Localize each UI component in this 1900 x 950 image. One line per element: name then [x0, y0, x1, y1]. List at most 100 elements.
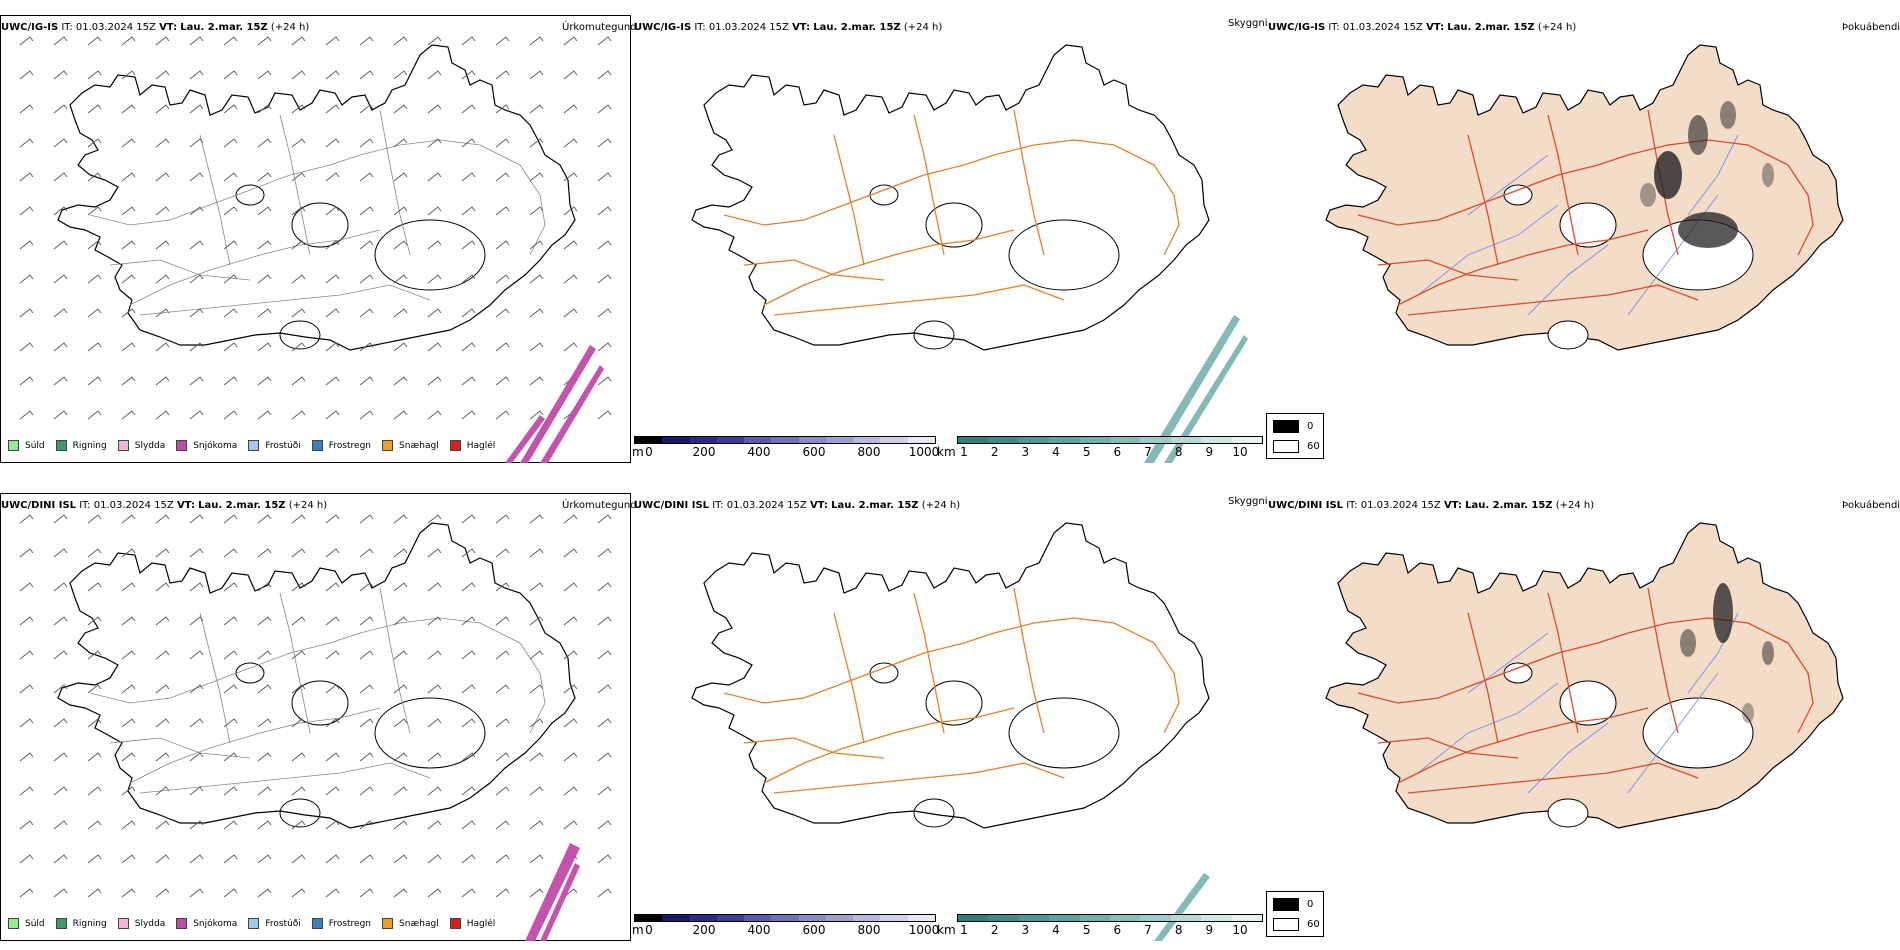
- wind-barb: [257, 70, 272, 80]
- wind-barb: [223, 342, 238, 352]
- glacier-outline: [374, 697, 486, 769]
- wind-barb: [529, 240, 544, 250]
- wind-barb: [87, 376, 102, 386]
- road-line: [833, 612, 865, 744]
- colorbar-tick-label: 6: [1113, 445, 1122, 459]
- field-name-ceiling: Skyggni: [1228, 496, 1268, 507]
- colorbar-segment: [744, 915, 772, 921]
- wind-barb: [155, 752, 170, 762]
- iceland-map-precip: [19, 36, 612, 463]
- colorbar-tick-label: 6: [1113, 923, 1122, 937]
- colorbar-tick-label: 7: [1144, 445, 1152, 459]
- wind-barb: [427, 206, 442, 216]
- wind-barb: [53, 308, 68, 318]
- wind-barb: [461, 172, 476, 182]
- wind-barb: [563, 888, 578, 898]
- wind-barb: [325, 138, 340, 148]
- glacier-outline: [869, 662, 899, 684]
- wind-barb: [223, 786, 238, 796]
- wind-barb: [189, 718, 204, 728]
- wind-barb: [495, 206, 510, 216]
- colorbar-tick-label: 8: [1174, 445, 1183, 459]
- wind-barb: [155, 514, 170, 524]
- wind-barb: [155, 650, 170, 660]
- road-line: [379, 587, 411, 734]
- colorbar-segment: [1231, 437, 1263, 443]
- colorbar-segment: [1049, 915, 1080, 921]
- glacier-outline: [869, 184, 899, 206]
- wind-barb: [529, 854, 544, 864]
- wind-barb: [359, 274, 374, 284]
- visibility-ticks: 1 2 3 4 5 6 7 8 9 10: [960, 923, 1247, 937]
- wind-barb: [87, 274, 102, 284]
- wind-barb: [257, 684, 272, 694]
- wind-barb: [19, 820, 34, 830]
- wind-barb: [291, 752, 306, 762]
- wind-barb: [189, 854, 204, 864]
- wind-barb: [121, 342, 136, 352]
- wind-barb: [87, 718, 102, 728]
- wind-barb: [461, 684, 476, 694]
- wind-barb: [19, 548, 34, 558]
- visibility-unit: km: [937, 445, 956, 459]
- wind-barb: [427, 308, 442, 318]
- coastline: [57, 522, 576, 829]
- wind-barb: [495, 342, 510, 352]
- wind-barb: [325, 820, 340, 830]
- precip-legend-label: Rigning: [72, 440, 107, 451]
- wind-barb: [223, 274, 238, 284]
- road-line: [763, 229, 1015, 306]
- wind-barb: [325, 786, 340, 796]
- wind-barb: [359, 718, 374, 728]
- colorbar-tick-label: 400: [747, 923, 771, 937]
- colorbar-tick-label: 10: [1232, 923, 1248, 937]
- precip-legend-swatch: [55, 440, 67, 451]
- wind-barb: [223, 206, 238, 216]
- wind-barb: [53, 820, 68, 830]
- wind-barb: [325, 718, 340, 728]
- wind-barb: [427, 718, 442, 728]
- wind-barb: [393, 342, 408, 352]
- wind-barb: [461, 104, 476, 114]
- precip-legend-label: Haglél: [466, 918, 496, 929]
- colorbar-segment: [1170, 915, 1202, 921]
- wind-barb: [291, 888, 306, 898]
- wind-barb: [495, 410, 510, 420]
- wind-barb: [223, 854, 238, 864]
- wind-barb: [495, 36, 510, 46]
- road-line: [723, 164, 965, 226]
- glacier-outline: [291, 202, 349, 248]
- wind-barb: [87, 752, 102, 762]
- fog-patch: [1720, 101, 1736, 129]
- model-name: UWC/IG-IS: [1268, 22, 1326, 33]
- wind-barb: [291, 684, 306, 694]
- wind-barb: [121, 172, 136, 182]
- colorbar-tick-label: 200: [692, 923, 716, 937]
- wind-barb: [359, 616, 374, 626]
- colorbar-tick-label: 5: [1082, 445, 1091, 459]
- precip-legend-swatch: [117, 440, 129, 451]
- wind-barb: [121, 582, 136, 592]
- wind-barb: [597, 410, 612, 420]
- colorbar-segment: [689, 915, 717, 921]
- wind-barb: [189, 582, 204, 592]
- wind-barb: [257, 342, 272, 352]
- model-name: UWC/DINI ISL: [634, 500, 710, 511]
- wind-barb: [19, 786, 34, 796]
- road-line: [1787, 164, 1814, 256]
- wind-barb: [223, 138, 238, 148]
- precip-legend-item: Rigning: [55, 918, 107, 929]
- colorbar-segment: [771, 437, 799, 443]
- it-label: IT:: [61, 22, 73, 33]
- field-name-precip: Úrkomutegund: [562, 500, 637, 511]
- wind-barb: [87, 820, 102, 830]
- wind-barb: [529, 820, 544, 830]
- colorbar-segment: [1140, 915, 1171, 921]
- wind-barb: [529, 274, 544, 284]
- wind-barb: [121, 854, 136, 864]
- wind-barb: [495, 376, 510, 386]
- glacier-outline: [1008, 219, 1120, 291]
- wind-barb: [155, 888, 170, 898]
- model-name: UWC/IG-IS: [1, 22, 59, 33]
- wind-barb: [461, 616, 476, 626]
